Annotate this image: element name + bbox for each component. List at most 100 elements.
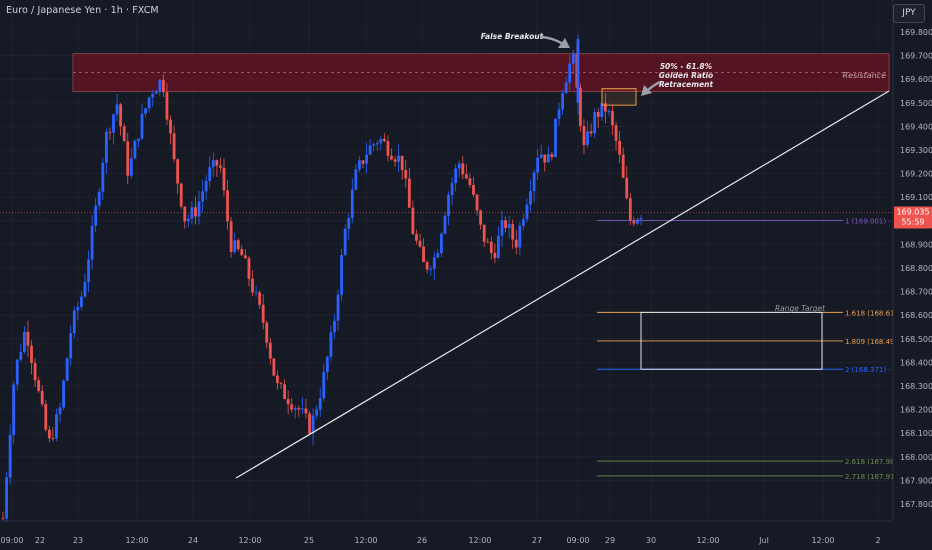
candle-body [639,218,643,220]
candle-body [582,126,586,146]
candle-body [475,194,479,211]
ascending-trendline[interactable] [235,90,890,479]
price-axis[interactable]: 169.800 169.700 169.600 169.500 169.400 169.3… [892,0,932,520]
candle-body [229,221,233,253]
candle-body [493,252,497,259]
price-tick-label: 168.500 [900,335,932,344]
price-tick-label: 168.200 [900,406,932,415]
candle-body [90,225,94,260]
candle-body [340,254,344,295]
golden-ratio-arrow-icon [641,80,661,96]
candle-body [158,79,162,92]
candle-body [418,240,422,247]
resistance-label: Resistance [843,71,887,80]
candle-body [154,91,158,94]
candle-body [436,253,440,258]
candle-body [454,168,458,184]
candle-body [596,112,600,117]
candle-body [83,282,87,297]
candle-body [486,241,490,243]
time-axis[interactable]: 09:00 22 23 12:00 24 12:00 25 12:00 26 12:00 27 09:… [0,520,932,550]
candle-body [226,190,229,222]
time-tick-label: 29 [605,536,615,545]
time-tick-label: 30 [646,536,656,545]
candle-body [254,292,258,294]
candle-body [176,159,180,184]
price-tick-label: 168.600 [900,311,932,320]
candle-body [361,160,365,164]
candle-body [632,220,636,224]
golden-ratio-line2: Golden Ratio [659,71,713,80]
candle-body [554,118,557,158]
candle-body [215,160,219,166]
current-price-value: 169.035 [896,208,929,217]
candle-body [87,259,90,283]
candle-body [432,257,436,269]
candle-body [350,189,354,219]
fib-level-label: 1.618 (168.612) - [845,309,907,317]
candle-body [108,131,112,133]
candle-body [115,104,119,115]
candle-body [500,220,504,236]
candle-body [336,294,340,321]
candle-body [529,191,532,205]
time-tick-label: 12:00 [354,536,377,545]
candle-body [603,103,607,112]
candle-body [504,220,507,228]
candle-body [47,429,51,439]
candle-body [511,224,515,240]
candle-body [97,191,101,206]
candle-body [126,141,130,176]
candle-body [261,304,265,323]
current-price-tag [894,206,932,229]
candle-body [183,206,187,222]
candle-body [161,79,165,93]
candle-body [521,219,525,226]
candle-body [333,320,336,333]
candle-body [19,351,23,360]
candle-body [119,104,123,127]
fib-level-label: 1 (169.001) - [845,218,891,226]
time-tick-label: 2 [875,536,880,545]
candle-body [169,119,172,134]
candle-body [557,109,561,119]
time-tick-label: 12:00 [811,536,834,545]
golden-ratio-line1: 50% - 61.8% [660,62,713,71]
candle-body [440,233,443,254]
candle-body [165,92,169,120]
candle-body [222,167,226,191]
candle-body [51,438,55,440]
candle-body [101,162,105,192]
candle-body [72,310,76,334]
time-tick-label: 24 [188,536,198,545]
candle-body [472,185,475,195]
currency-button[interactable]: JPY [893,4,925,23]
time-tick-label: 23 [73,536,83,545]
time-tick-label: 12:00 [468,536,491,545]
candle-body [379,138,383,144]
candle-body [636,219,639,224]
candle-body [186,218,190,222]
range-target-box [640,311,823,370]
candle-body [30,345,33,363]
candle-body [325,356,329,372]
time-tick-label: 09:00 [566,536,589,545]
candles-layer [1,34,643,525]
candle-body [468,178,472,186]
chart-grid [0,0,893,521]
candle-body [129,158,133,176]
candle-body [614,125,618,141]
candle-body [243,255,247,259]
time-tick-label: Jul [758,536,769,545]
candle-body [272,358,276,376]
candle-body [179,183,183,207]
candle-body [443,215,447,234]
fib-level-label: 2.718 (167.919) - [845,473,907,481]
candle-body [265,322,269,343]
candle-body [607,111,611,113]
range-target-label: Range Target [775,304,826,313]
candle-body [80,296,83,307]
candle-body [304,408,308,414]
candle-body [518,225,522,248]
